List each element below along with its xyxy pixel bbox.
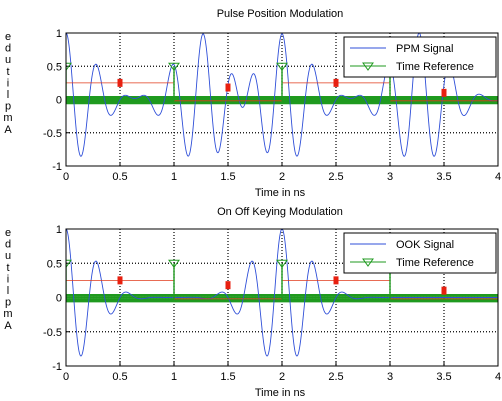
y-axis-label-char: l [7,89,9,101]
x-tick-label: 2.5 [328,371,343,383]
y-axis-label-char: p [5,101,11,113]
y-tick-label: 0 [56,293,62,305]
legend: PPM Signal Time Reference [343,36,497,78]
plot-frame [65,32,499,167]
red-marker [441,88,447,97]
y-tick-label: -1 [52,161,62,173]
time-reference-marker [168,62,180,72]
ppm-signal-line [66,33,498,157]
legend: OOK Signal Time Reference [343,232,497,274]
legend-box [343,232,497,274]
y-tick-label: 1 [56,224,62,236]
legend-marker-reference [362,258,374,267]
legend-label: Time Reference [396,257,474,269]
x-tick-label: 1.5 [220,371,235,383]
x-tick-label: 1.5 [220,171,235,183]
x-tick-label: 2 [279,371,285,383]
ppm-signal-line [66,229,498,357]
x-tick-label: 2 [279,171,285,183]
time-reference-marker [276,259,288,269]
y-axis-label-char: t [6,66,9,78]
x-tick-label: 3 [387,171,393,183]
legend-label: Time Reference [396,61,474,73]
legend-marker-reference [362,62,374,71]
y-axis-label-char: e [5,227,11,239]
y-tick-label: -0.5 [43,128,62,140]
y-axis-label-char: t [6,262,9,274]
x-axis-label: Time in ns [255,187,306,199]
x-tick-label: 0 [63,171,69,183]
x-tick-label: 0 [63,371,69,383]
red-marker [117,78,123,87]
x-tick-label: 1 [171,171,177,183]
x-tick-label: 3.5 [436,371,451,383]
y-tick-label: 0 [56,95,62,107]
y-axis-label-char: e [5,31,11,43]
red-marker [333,78,339,87]
legend-box [343,36,497,78]
x-tick-label: 3 [387,371,393,383]
y-axis-label-char: d [5,239,11,251]
plot-area [66,229,498,357]
y-axis-label-char: m [3,308,12,320]
x-tick-labels: 0 0.5 1 1.5 2 2.5 3 3.5 4 [63,171,501,183]
legend-label: OOK Signal [396,239,454,251]
y-axis-label-char: u [5,250,11,262]
y-tick-labels: -1 -0.5 0 0.5 1 [43,28,62,173]
red-marker [333,276,339,285]
x-tick-label: 4 [495,171,501,183]
y-axis-label-char: m [3,112,12,124]
plot-frame [65,228,499,367]
y-axis-label-char: i [7,273,9,285]
time-reference-marker [66,62,72,72]
red-marker [441,286,447,295]
chart-title: Pulse Position Modulation [217,8,344,20]
y-axis-label-char: l [7,285,9,297]
y-axis-label-char: d [5,43,11,55]
x-tick-label: 1 [171,371,177,383]
y-axis-label-char: i [7,77,9,89]
plot-area [66,33,498,157]
time-reference-marker [168,259,180,269]
y-tick-label: 0.5 [47,61,62,73]
x-tick-label: 2.5 [328,171,343,183]
time-reference-marker [276,62,288,72]
legend-label: PPM Signal [396,43,453,55]
red-marker [225,281,231,290]
y-tick-label: 1 [56,28,62,40]
x-tick-label: 0.5 [112,171,127,183]
y-axis-label-char: u [5,54,11,66]
y-axis-label-char: p [5,297,11,309]
y-tick-label: -1 [52,361,62,373]
x-tick-label: 3.5 [436,171,451,183]
x-axis-label: Time in ns [255,387,306,399]
red-marker [225,83,231,92]
x-tick-label: 0.5 [112,371,127,383]
y-axis-label-char: A [4,124,12,136]
y-tick-label: 0.5 [47,258,62,270]
red-marker [117,276,123,285]
x-tick-label: 4 [495,371,501,383]
y-tick-labels: -1 -0.5 0 0.5 1 [43,224,62,373]
y-axis-label-char: A [4,320,12,332]
y-tick-label: -0.5 [43,327,62,339]
chart-title: On Off Keying Modulation [217,206,343,218]
time-reference-marker [66,259,72,269]
x-tick-labels: 0 0.5 1 1.5 2 2.5 3 3.5 4 [63,371,501,383]
series-layer [66,33,498,157]
series-layer [66,229,498,357]
